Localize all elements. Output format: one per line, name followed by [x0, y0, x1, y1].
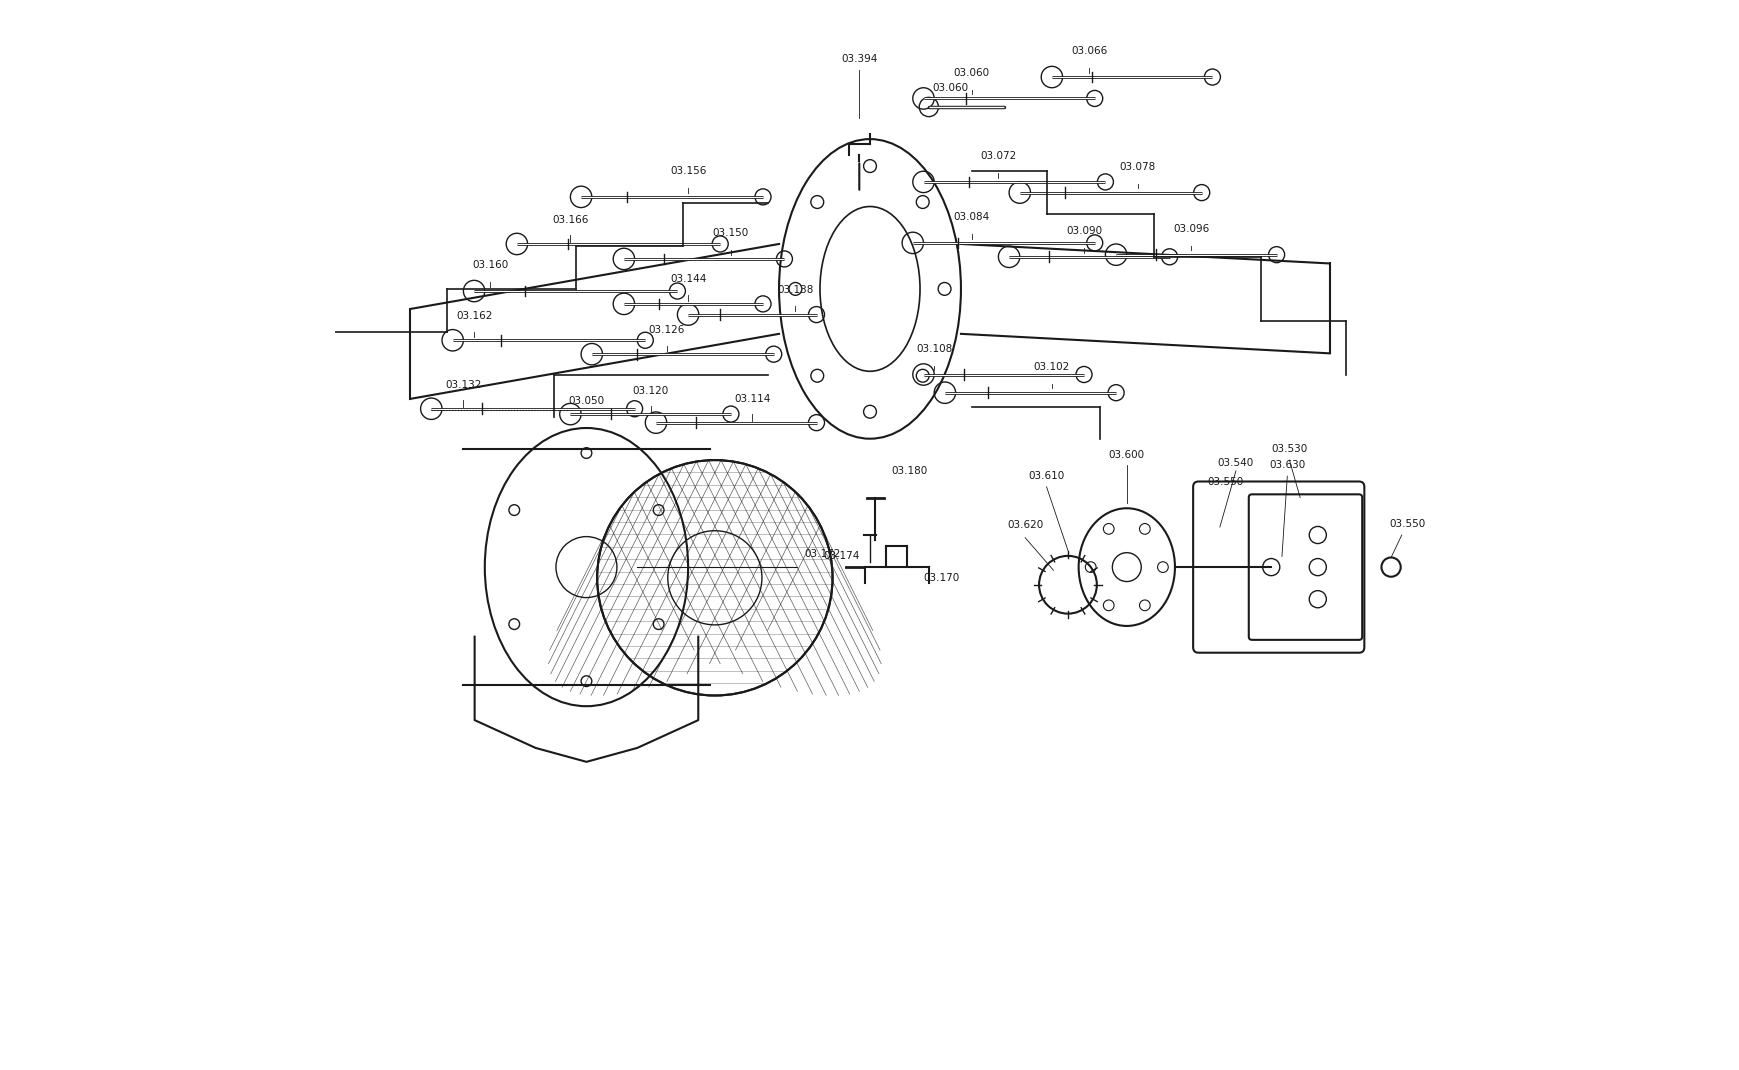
Text: 03.550: 03.550 — [1207, 476, 1243, 487]
Text: 03.600: 03.600 — [1108, 449, 1144, 460]
Text: 03.394: 03.394 — [840, 54, 876, 64]
Text: 03.530: 03.530 — [1271, 444, 1306, 455]
Text: 03.072: 03.072 — [979, 151, 1016, 162]
Text: 03.114: 03.114 — [734, 394, 770, 404]
Text: 03.144: 03.144 — [670, 274, 706, 285]
Text: 03.156: 03.156 — [670, 166, 706, 177]
Text: 03.126: 03.126 — [649, 324, 685, 335]
Text: 03.172: 03.172 — [803, 549, 840, 560]
Text: 03.120: 03.120 — [633, 385, 668, 396]
Text: 03.620: 03.620 — [1007, 520, 1043, 530]
Text: 03.108: 03.108 — [915, 343, 951, 354]
Text: 03.078: 03.078 — [1118, 162, 1155, 172]
Text: 03.050: 03.050 — [569, 396, 603, 407]
Text: 03.102: 03.102 — [1033, 362, 1069, 372]
Text: 03.610: 03.610 — [1028, 471, 1064, 482]
Text: 03.174: 03.174 — [823, 551, 859, 562]
Text: 03.160: 03.160 — [471, 260, 508, 271]
Text: 03.138: 03.138 — [777, 285, 812, 295]
Text: 03.550: 03.550 — [1388, 519, 1424, 530]
Text: 03.060: 03.060 — [932, 82, 969, 93]
Text: 03.060: 03.060 — [953, 67, 989, 78]
Text: 03.090: 03.090 — [1066, 226, 1101, 236]
Text: 03.166: 03.166 — [551, 215, 588, 226]
Text: 03.630: 03.630 — [1268, 460, 1304, 471]
Text: 03.540: 03.540 — [1217, 458, 1254, 469]
Text: 03.162: 03.162 — [456, 310, 492, 321]
Text: 03.180: 03.180 — [890, 465, 927, 476]
Text: 03.170: 03.170 — [923, 572, 960, 583]
Text: 03.084: 03.084 — [953, 212, 989, 223]
Text: 03.132: 03.132 — [445, 380, 482, 391]
Text: 03.150: 03.150 — [713, 228, 748, 239]
Text: 03.066: 03.066 — [1071, 46, 1106, 57]
Text: 03.096: 03.096 — [1172, 224, 1209, 234]
